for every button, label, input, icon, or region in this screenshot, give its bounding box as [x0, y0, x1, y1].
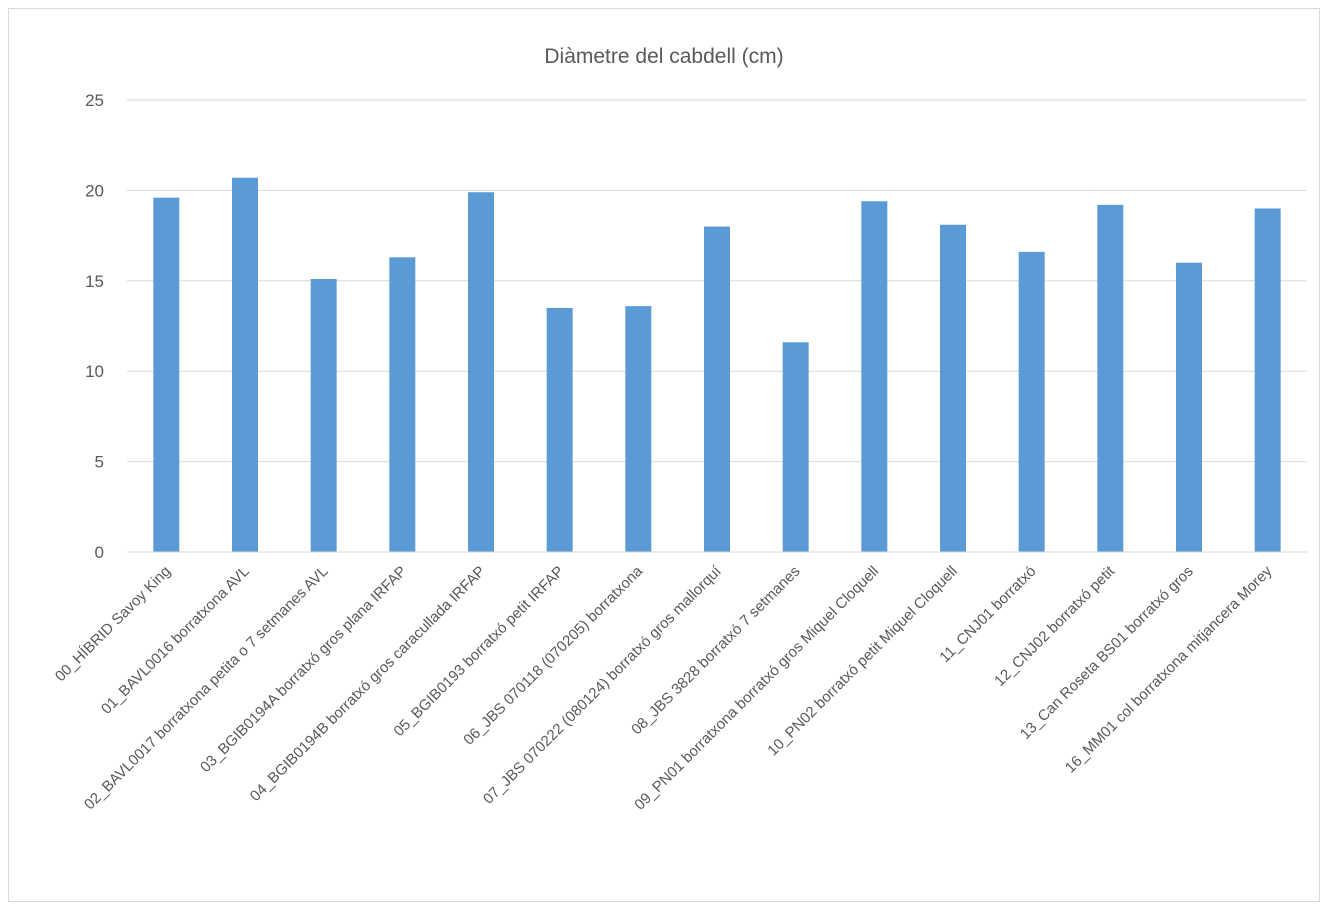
- bar: [389, 257, 416, 552]
- x-category-label: 01_BAVL0016 borratxona AVL: [98, 563, 253, 718]
- y-tick-label: 15: [85, 272, 104, 291]
- bar: [861, 201, 888, 553]
- y-tick-label: 5: [95, 453, 104, 472]
- x-category-label: 08_JBS 3828 borratxó 7 setmanes: [628, 563, 803, 738]
- bar: [940, 224, 966, 552]
- bar: [468, 192, 494, 552]
- bars: [153, 177, 1281, 553]
- bar: [1176, 262, 1202, 552]
- bar: [546, 307, 573, 552]
- y-tick-label: 20: [85, 181, 104, 200]
- x-category-label: 06_JBS 070118 (070205) borratxona: [460, 562, 646, 748]
- bar: [1254, 208, 1281, 553]
- chart-title: Diàmetre del cabdell (cm): [544, 45, 783, 68]
- bar: [1018, 251, 1045, 552]
- bar: [153, 197, 180, 552]
- y-tick-label: 0: [95, 543, 104, 562]
- y-tick-label: 25: [85, 91, 104, 110]
- bar: [704, 226, 730, 552]
- x-category-label: 05_BGIB0193 borratxó petit IRFAP: [390, 563, 567, 740]
- y-axis-ticks: 0 5 10 15 20 25: [85, 91, 104, 562]
- x-category-label: 13_Can Roseta BS01 borratxó gros: [1017, 563, 1197, 743]
- bar: [782, 342, 809, 552]
- bar: [232, 177, 258, 552]
- y-tick-label: 10: [85, 362, 104, 381]
- bar: [625, 306, 652, 552]
- bar: [1097, 204, 1124, 552]
- bar: [310, 278, 337, 552]
